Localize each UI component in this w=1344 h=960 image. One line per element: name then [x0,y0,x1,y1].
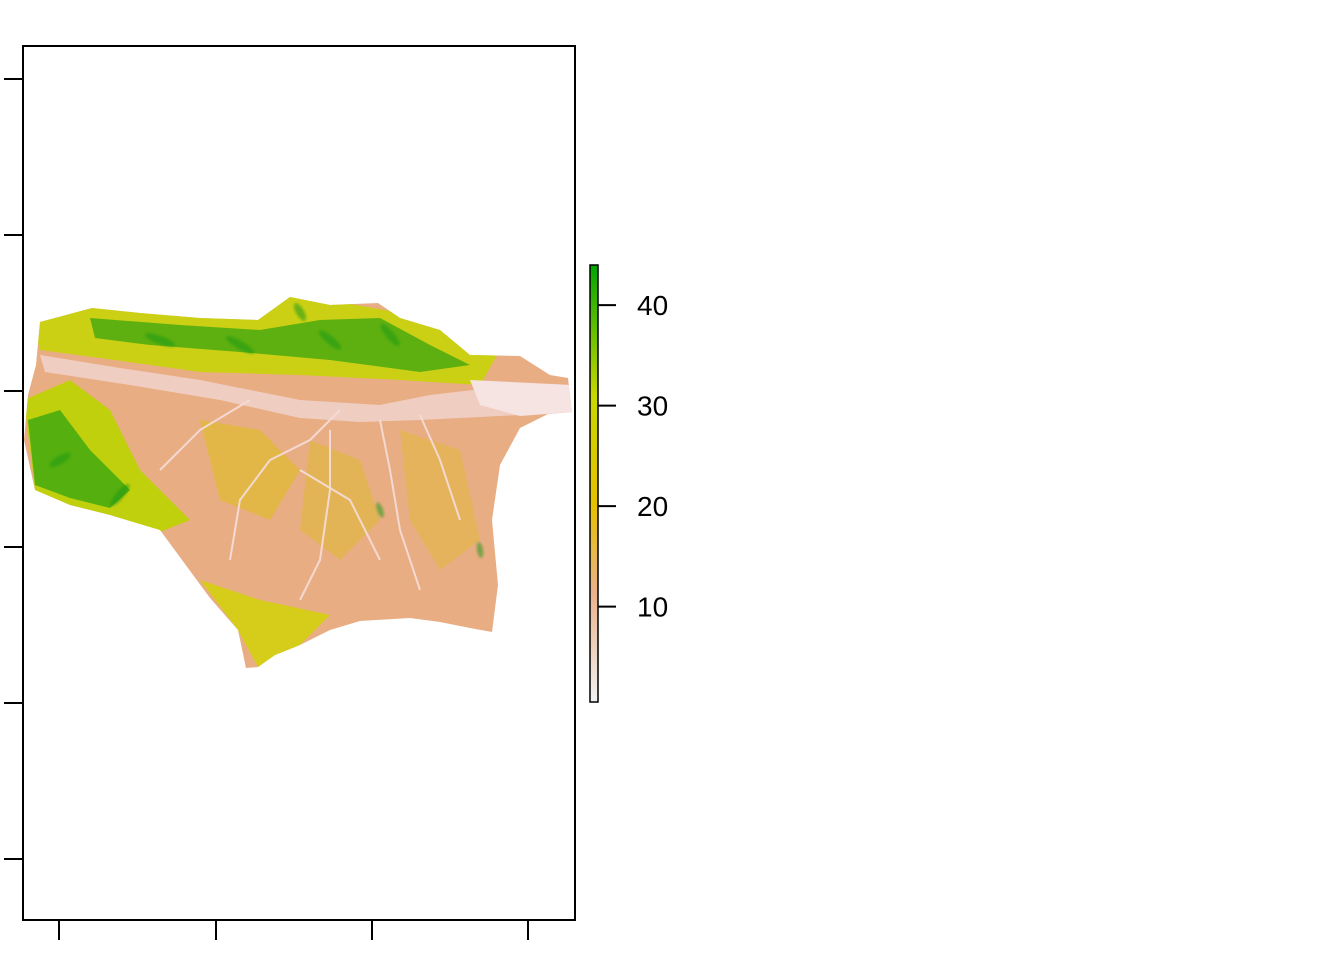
legend-tick-label: 10 [637,592,668,623]
legend-tick-label: 30 [637,391,668,422]
legend-tick-label: 40 [637,290,668,321]
legend-colorbar: 10 20 30 40 [589,264,668,703]
x-axis [58,920,529,940]
y-axis [4,78,23,860]
legend-bar [589,264,599,703]
legend-tick-label: 20 [637,491,668,522]
